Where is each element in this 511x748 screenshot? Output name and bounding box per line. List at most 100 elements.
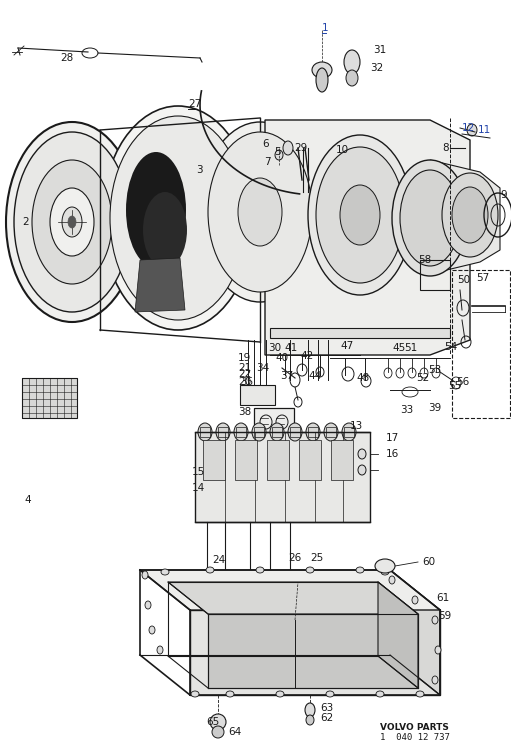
Text: 40: 40: [275, 353, 288, 363]
Ellipse shape: [358, 465, 366, 475]
Ellipse shape: [340, 185, 380, 245]
Ellipse shape: [145, 601, 151, 609]
Ellipse shape: [432, 676, 438, 684]
Polygon shape: [430, 160, 500, 274]
Ellipse shape: [210, 714, 226, 730]
Text: 6: 6: [262, 139, 269, 149]
Ellipse shape: [142, 571, 148, 579]
Ellipse shape: [435, 646, 441, 654]
Text: 14: 14: [192, 483, 205, 493]
Ellipse shape: [256, 567, 264, 573]
Ellipse shape: [50, 188, 94, 256]
Ellipse shape: [358, 449, 366, 459]
Text: 33: 33: [400, 405, 413, 415]
Polygon shape: [265, 120, 470, 355]
Ellipse shape: [14, 132, 130, 312]
Text: 50: 50: [457, 275, 470, 285]
Text: 58: 58: [418, 255, 431, 265]
Ellipse shape: [308, 135, 412, 295]
Bar: [290, 427, 300, 437]
Ellipse shape: [191, 691, 199, 697]
Text: 29: 29: [294, 143, 307, 153]
Text: 45: 45: [392, 343, 405, 353]
Bar: [308, 427, 318, 437]
Ellipse shape: [306, 715, 314, 725]
Text: 4: 4: [24, 495, 31, 505]
Text: 41: 41: [284, 343, 297, 353]
Ellipse shape: [452, 187, 488, 243]
Ellipse shape: [376, 691, 384, 697]
Text: 21: 21: [238, 363, 251, 373]
Text: VOLVO PARTS: VOLVO PARTS: [380, 723, 449, 732]
Ellipse shape: [208, 132, 312, 292]
Text: 22: 22: [238, 369, 251, 379]
Text: 51: 51: [404, 343, 417, 353]
Polygon shape: [140, 570, 440, 610]
Text: 12: 12: [462, 123, 475, 133]
Ellipse shape: [392, 160, 468, 276]
Ellipse shape: [68, 216, 76, 228]
Ellipse shape: [306, 567, 314, 573]
Bar: [326, 427, 336, 437]
Ellipse shape: [344, 50, 360, 74]
Ellipse shape: [442, 173, 498, 257]
Polygon shape: [208, 614, 418, 688]
Ellipse shape: [6, 122, 138, 322]
Bar: [299, 440, 321, 480]
Ellipse shape: [288, 423, 302, 441]
Bar: [254, 427, 264, 437]
Ellipse shape: [400, 170, 460, 266]
Text: 5: 5: [274, 147, 281, 157]
Polygon shape: [168, 582, 418, 614]
Text: 11: 11: [478, 125, 491, 135]
Ellipse shape: [161, 569, 169, 575]
Text: 63: 63: [320, 703, 333, 713]
Bar: [344, 427, 354, 437]
Ellipse shape: [381, 569, 389, 575]
Text: 55: 55: [448, 381, 461, 391]
Ellipse shape: [62, 207, 82, 237]
Text: 2: 2: [22, 217, 29, 227]
Text: 39: 39: [428, 403, 442, 413]
Text: 3: 3: [196, 165, 203, 175]
Text: 27: 27: [188, 99, 201, 109]
Ellipse shape: [238, 178, 282, 246]
Ellipse shape: [326, 691, 334, 697]
Text: 64: 64: [228, 727, 241, 737]
Bar: [452, 270, 510, 418]
Ellipse shape: [346, 70, 358, 86]
Ellipse shape: [226, 691, 234, 697]
Text: 15: 15: [192, 467, 205, 477]
Ellipse shape: [200, 122, 320, 302]
Text: 25: 25: [310, 553, 323, 563]
Ellipse shape: [143, 192, 187, 268]
Ellipse shape: [198, 423, 212, 441]
Text: 1  040 12 737: 1 040 12 737: [380, 734, 450, 743]
Text: 17: 17: [386, 433, 399, 443]
Polygon shape: [190, 610, 440, 695]
Ellipse shape: [252, 423, 266, 441]
Text: 60: 60: [422, 557, 435, 567]
Text: 37: 37: [280, 371, 293, 381]
Ellipse shape: [416, 691, 424, 697]
Ellipse shape: [216, 423, 230, 441]
Ellipse shape: [412, 596, 418, 604]
Bar: [236, 427, 246, 437]
Ellipse shape: [206, 567, 214, 573]
Text: 47: 47: [340, 341, 353, 351]
Bar: [218, 427, 228, 437]
Text: 16: 16: [386, 449, 399, 459]
Text: 53: 53: [428, 365, 442, 375]
Bar: [254, 408, 294, 436]
Ellipse shape: [312, 62, 332, 78]
Polygon shape: [135, 258, 185, 312]
Ellipse shape: [432, 616, 438, 624]
Ellipse shape: [342, 423, 356, 441]
Text: 61: 61: [436, 593, 449, 603]
Ellipse shape: [102, 106, 254, 330]
Ellipse shape: [306, 423, 320, 441]
Text: 38: 38: [238, 407, 251, 417]
Text: 48: 48: [356, 373, 369, 383]
Text: 57: 57: [476, 273, 489, 283]
Text: 56: 56: [456, 377, 469, 387]
